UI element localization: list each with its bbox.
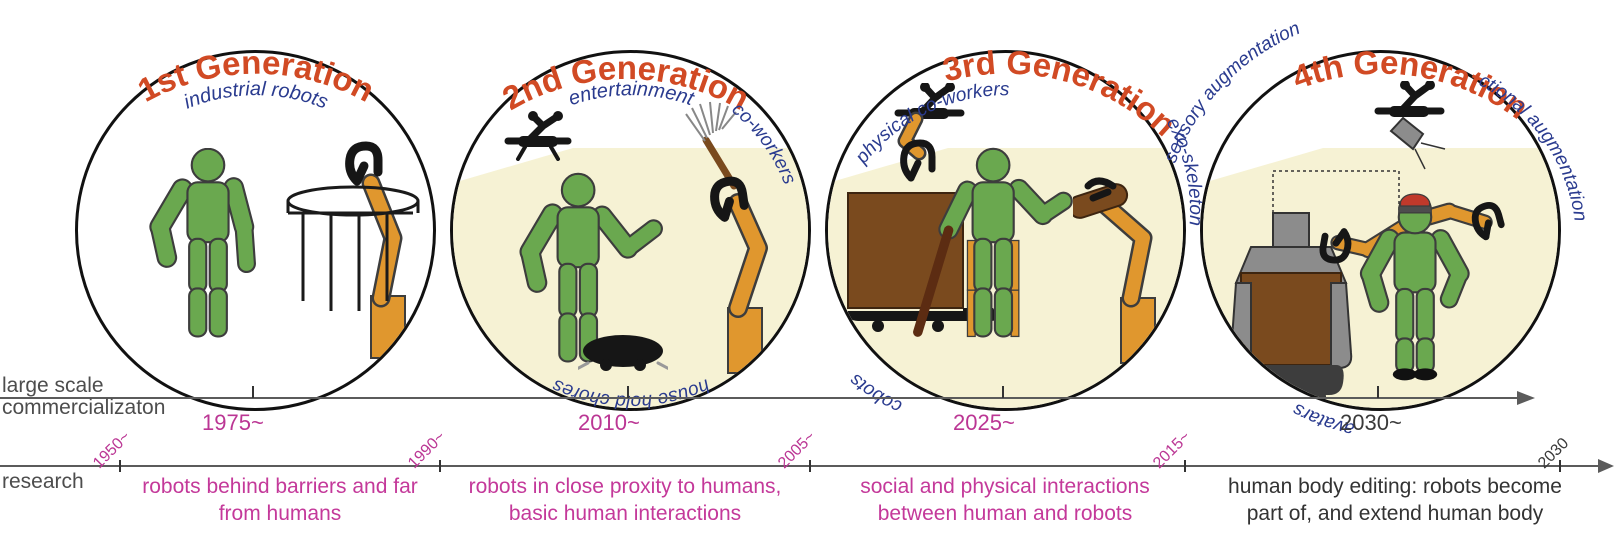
svg-text:co-workers: co-workers <box>728 99 800 188</box>
svg-text:sensory augmentation: sensory augmentation <box>1160 18 1303 166</box>
svg-text:physical co-workers: physical co-workers <box>851 79 1010 168</box>
